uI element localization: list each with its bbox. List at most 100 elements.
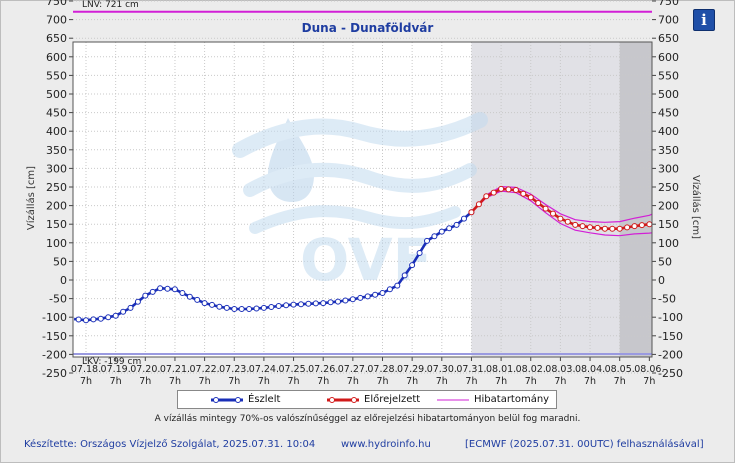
forecast-point (601, 225, 608, 232)
observed-point (372, 291, 379, 298)
observed-point (298, 301, 304, 308)
y-tick-label-right: 500 (658, 88, 679, 101)
x-tick-date: 07.26. (308, 364, 338, 375)
y-tick-label: -200 (42, 348, 67, 361)
x-tick-hour: 7h (139, 376, 151, 387)
observed-point (194, 296, 201, 303)
observed-point (171, 286, 178, 293)
observed-point (364, 293, 371, 300)
observed-point (275, 303, 282, 309)
error-band-upper (470, 185, 653, 223)
threshold-label-lkv: LKV: -199 cm (82, 357, 141, 367)
y-tick-label: 350 (46, 144, 67, 157)
observed-series (73, 209, 475, 324)
watermark-text: OVF (300, 226, 432, 294)
observed-point (401, 272, 408, 279)
x-tick-date: 07.29. (397, 364, 427, 375)
forecast-point (594, 224, 601, 231)
watermark-wave-2 (243, 162, 477, 197)
observed-point (142, 292, 149, 299)
forecast-point (557, 215, 564, 222)
observed-point (209, 301, 215, 308)
forecast-series (468, 185, 653, 232)
x-tick-date: 07.21. (160, 364, 190, 375)
y-tick-label-right: 550 (658, 69, 679, 82)
observed-point (431, 233, 438, 240)
y-tick-label-right: 100 (658, 237, 679, 250)
y-tick-label: 150 (46, 218, 67, 231)
x-tick-hour: 7h (317, 376, 329, 387)
info-icon[interactable]: i (693, 9, 715, 31)
forecast-point (512, 187, 519, 193)
forecast-point (520, 190, 527, 197)
x-tick-hour: 7h (80, 376, 92, 387)
footer-website-link[interactable]: www.hydroinfo.hu (341, 439, 431, 450)
forecast-point (624, 224, 631, 231)
x-tick-hour: 7h (288, 376, 300, 387)
forecast-point (572, 221, 579, 228)
x-tick-date: 07.18. (71, 364, 101, 375)
info-glyph: i (701, 11, 707, 29)
observed-point (223, 304, 230, 311)
observed-point (112, 312, 119, 319)
y-tick-label-right: 450 (658, 107, 679, 120)
y-tick-label: 550 (46, 69, 67, 82)
y-tick-label-right: 350 (658, 144, 679, 157)
threshold-label-lnv: LNV: 721 cm (82, 0, 139, 10)
observed-point (335, 298, 341, 305)
observed-point (120, 308, 127, 315)
y-tick-label-right: -250 (658, 367, 683, 380)
watermark-wave-1 (232, 112, 488, 158)
x-tick-hour: 7h (406, 376, 418, 387)
y-tick-label: 200 (46, 200, 67, 213)
legend-observed-icon (211, 396, 243, 403)
x-tick-date: 08.06. (634, 364, 664, 375)
observed-point (127, 304, 134, 311)
observed-point (231, 306, 238, 312)
observed-point (416, 250, 423, 256)
legend-band-icon (437, 399, 469, 400)
y-tick-label: 750 (46, 0, 67, 8)
observed-point (186, 293, 193, 300)
y-tick-label-right: 50 (658, 255, 672, 268)
ovf-watermark: OVF (232, 112, 488, 294)
observed-point (386, 286, 393, 293)
observed-point (164, 285, 171, 292)
x-tick-date: 07.20. (130, 364, 160, 375)
observed-point (105, 314, 112, 321)
y-tick-label-right: 200 (658, 200, 679, 213)
y-axis-label-left: Vízállás [cm] (25, 166, 37, 230)
observed-point (268, 304, 275, 310)
x-tick-date: 07.28. (367, 364, 397, 375)
observed-point (75, 316, 82, 323)
observed-point (216, 303, 223, 310)
y-tick-label: 50 (53, 255, 67, 268)
x-tick-date: 07.19. (101, 364, 131, 375)
forecast-point (468, 209, 475, 216)
x-tick-hour: 7h (347, 376, 359, 387)
legend-band-label: Hibatartomány (474, 394, 550, 405)
x-tick-hour: 7h (465, 376, 477, 387)
observed-point (290, 301, 297, 308)
y-tick-label: 300 (46, 162, 67, 175)
error-band (470, 185, 653, 237)
observed-point (320, 300, 327, 307)
y-tick-label-right: 250 (658, 181, 679, 194)
y-tick-label: 500 (46, 88, 67, 101)
x-tick-date: 07.22. (189, 364, 219, 375)
y-tick-label-right: 600 (658, 51, 679, 64)
observed-point (238, 306, 245, 312)
x-tick-hour: 7h (643, 376, 655, 387)
forecast-point (638, 222, 645, 229)
observed-point (409, 262, 416, 269)
x-tick-hour: 7h (554, 376, 566, 387)
legend-forecast-label: Előrejelzett (364, 394, 421, 405)
x-tick-date: 07.23. (219, 364, 249, 375)
y-tick-label-right: -150 (658, 330, 683, 343)
observed-point (446, 225, 453, 232)
y-tick-label-right: 700 (658, 14, 679, 27)
x-tick-date: 08.03. (545, 364, 575, 375)
x-tick-hour: 7h (436, 376, 448, 387)
y-axis-label-right: Vízállás [cm] (690, 175, 702, 239)
observed-point (90, 316, 97, 323)
